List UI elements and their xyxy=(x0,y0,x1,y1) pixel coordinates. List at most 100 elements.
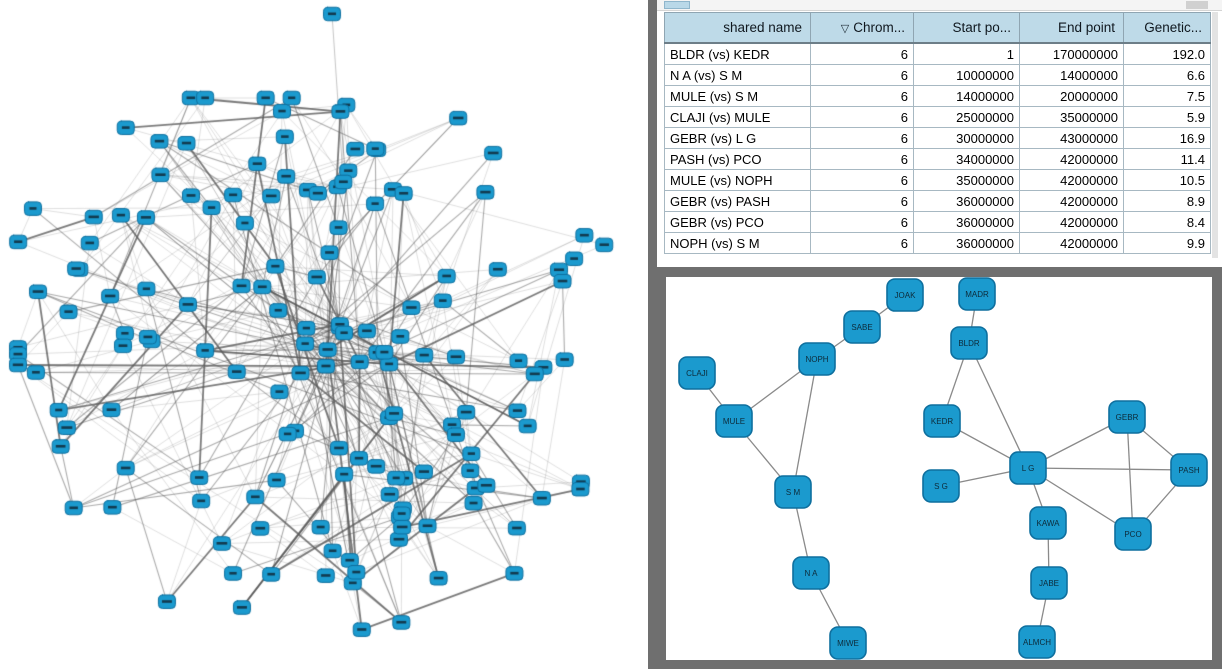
subnetwork-edge-BLDR-LG[interactable] xyxy=(968,342,1029,469)
table-cell[interactable]: 6 xyxy=(810,169,914,191)
table-cell[interactable]: CLAJI (vs) MULE xyxy=(664,106,811,128)
table-cell[interactable]: GEBR (vs) PASH xyxy=(664,190,811,212)
subnetwork-node-GEBR[interactable]: GEBR xyxy=(1108,400,1146,434)
table-cell[interactable]: MULE (vs) S M xyxy=(664,85,811,107)
table-horizontal-scrollbar[interactable] xyxy=(657,0,1222,11)
table-row[interactable]: BLDR (vs) KEDR 6 1 170000000 192.0 xyxy=(664,42,1211,65)
subnetwork-node-SM[interactable]: S M xyxy=(774,475,812,509)
table-cell[interactable]: 170000000 xyxy=(1019,42,1124,65)
table-cell[interactable]: 34000000 xyxy=(913,148,1020,170)
table-row[interactable]: GEBR (vs) PCO 6 36000000 42000000 8.4 xyxy=(664,211,1211,233)
subnetwork-node-SG[interactable]: S G xyxy=(922,469,960,503)
table-row[interactable]: N A (vs) S M 6 10000000 14000000 6.6 xyxy=(664,64,1211,86)
table-cell[interactable]: 16.9 xyxy=(1123,127,1211,149)
table-vertical-scrollbar[interactable] xyxy=(1212,12,1218,258)
table-row[interactable]: PASH (vs) PCO 6 34000000 42000000 11.4 xyxy=(664,148,1211,170)
table-cell[interactable]: 14000000 xyxy=(1019,64,1124,86)
table-cell[interactable]: 20000000 xyxy=(1019,85,1124,107)
column-header-chrom---[interactable]: ▽ Chrom... xyxy=(810,12,914,44)
table-cell[interactable]: 6 xyxy=(810,106,914,128)
subnetwork-node-LG[interactable]: L G xyxy=(1009,451,1047,485)
subnetwork-node-MULE[interactable]: MULE xyxy=(715,404,753,438)
table-row[interactable]: GEBR (vs) L G 6 30000000 43000000 16.9 xyxy=(664,127,1211,149)
table-cell[interactable]: 6 xyxy=(810,85,914,107)
table-cell[interactable]: NOPH (vs) S M xyxy=(664,232,811,254)
table-cell[interactable]: N A (vs) S M xyxy=(664,64,811,86)
column-header-genetic---[interactable]: Genetic... xyxy=(1123,12,1211,44)
horizontal-scrollbar-block[interactable] xyxy=(1186,1,1208,9)
subnetwork-node-NOPH[interactable]: NOPH xyxy=(798,342,836,376)
subnetwork-node-KEDR[interactable]: KEDR xyxy=(923,404,961,438)
node-shape xyxy=(774,475,812,509)
subnetwork-panel[interactable]: JOAK SABE NOPH CLAJI MULE MADR BLDR KEDR GEBR L G… xyxy=(666,277,1212,660)
table-row[interactable]: NOPH (vs) S M 6 36000000 42000000 9.9 xyxy=(664,232,1211,254)
table-cell[interactable]: 6 xyxy=(810,211,914,233)
subnetwork-node-SABE[interactable]: SABE xyxy=(843,310,881,344)
table-row[interactable]: MULE (vs) S M 6 14000000 20000000 7.5 xyxy=(664,85,1211,107)
table-cell[interactable]: 8.4 xyxy=(1123,211,1211,233)
table-row[interactable]: GEBR (vs) PASH 6 36000000 42000000 8.9 xyxy=(664,190,1211,212)
table-cell[interactable]: 25000000 xyxy=(913,106,1020,128)
table-cell[interactable]: 192.0 xyxy=(1123,42,1211,65)
subnetwork-node-NA[interactable]: N A xyxy=(792,556,830,590)
subnetwork-node-MIWE[interactable]: MIWE xyxy=(829,626,867,660)
table-cell[interactable]: 42000000 xyxy=(1019,169,1124,191)
subnetwork-edge-NOPH-SM[interactable] xyxy=(792,358,818,493)
subnetwork-node-JABE[interactable]: JABE xyxy=(1030,566,1068,600)
table-header: shared name ▽ Chrom... Start po... End point… xyxy=(664,12,1211,44)
table-cell[interactable]: 6 xyxy=(810,64,914,86)
table-cell[interactable]: GEBR (vs) PCO xyxy=(664,211,811,233)
table-cell[interactable]: 7.5 xyxy=(1123,85,1211,107)
table-cell[interactable]: MULE (vs) NOPH xyxy=(664,169,811,191)
table-cell[interactable]: 36000000 xyxy=(913,211,1020,233)
subnetwork-edge-GEBR-PCO[interactable] xyxy=(1126,416,1134,535)
table-row[interactable]: MULE (vs) NOPH 6 35000000 42000000 10.5 xyxy=(664,169,1211,191)
overview-network-canvas[interactable] xyxy=(0,0,648,669)
table-cell[interactable]: 43000000 xyxy=(1019,127,1124,149)
table-cell[interactable]: 35000000 xyxy=(913,169,1020,191)
table-cell[interactable]: 9.9 xyxy=(1123,232,1211,254)
table-cell[interactable]: 35000000 xyxy=(1019,106,1124,128)
table-cell[interactable]: 6.6 xyxy=(1123,64,1211,86)
table-cell[interactable]: 42000000 xyxy=(1019,190,1124,212)
node-label: PASH xyxy=(1178,466,1199,475)
table-cell[interactable]: BLDR (vs) KEDR xyxy=(664,42,811,65)
table-cell[interactable]: 14000000 xyxy=(913,85,1020,107)
table-cell[interactable]: 42000000 xyxy=(1019,232,1124,254)
horizontal-scrollbar-thumb[interactable] xyxy=(664,1,690,9)
subnetwork-edge-LG-PASH[interactable] xyxy=(1027,467,1190,471)
table-cell[interactable]: 30000000 xyxy=(913,127,1020,149)
subnetwork-node-PCO[interactable]: PCO xyxy=(1114,517,1152,551)
table-row[interactable]: CLAJI (vs) MULE 6 25000000 35000000 5.9 xyxy=(664,106,1211,128)
subnetwork-node-MADR[interactable]: MADR xyxy=(958,277,996,311)
subnetwork-node-CLAJI[interactable]: CLAJI xyxy=(678,356,716,390)
table-cell[interactable]: 1 xyxy=(913,42,1020,65)
table-cell[interactable]: 36000000 xyxy=(913,190,1020,212)
table-cell[interactable]: GEBR (vs) L G xyxy=(664,127,811,149)
table-cell[interactable]: 6 xyxy=(810,42,914,65)
subnetwork-node-KAWA[interactable]: KAWA xyxy=(1029,506,1067,540)
column-header-start-po---[interactable]: Start po... xyxy=(913,12,1020,44)
table-cell[interactable]: 42000000 xyxy=(1019,211,1124,233)
subnetwork-node-JOAK[interactable]: JOAK xyxy=(886,278,924,312)
table-cell[interactable]: 6 xyxy=(810,148,914,170)
overview-network-panel[interactable] xyxy=(0,0,648,669)
table-cell[interactable]: 8.9 xyxy=(1123,190,1211,212)
table-cell[interactable]: PASH (vs) PCO xyxy=(664,148,811,170)
table-cell[interactable]: 36000000 xyxy=(913,232,1020,254)
column-header-shared-name[interactable]: shared name xyxy=(664,12,811,44)
subnetwork-node-ALMCH[interactable]: ALMCH xyxy=(1018,625,1056,659)
table-cell[interactable]: 6 xyxy=(810,232,914,254)
table-cell[interactable]: 11.4 xyxy=(1123,148,1211,170)
table-cell[interactable]: 5.9 xyxy=(1123,106,1211,128)
table-cell[interactable]: 10.5 xyxy=(1123,169,1211,191)
table-cell[interactable]: 42000000 xyxy=(1019,148,1124,170)
table-cell[interactable]: 10000000 xyxy=(913,64,1020,86)
table-cell[interactable]: 6 xyxy=(810,190,914,212)
subnetwork-node-BLDR[interactable]: BLDR xyxy=(950,326,988,360)
subnetwork-node-PASH[interactable]: PASH xyxy=(1170,453,1208,487)
table-cell[interactable]: 6 xyxy=(810,127,914,149)
node-label: S M xyxy=(786,488,801,497)
subnetwork-graph[interactable]: JOAK SABE NOPH CLAJI MULE MADR BLDR KEDR GEBR L G… xyxy=(666,277,1212,660)
column-header-end-point[interactable]: End point xyxy=(1019,12,1124,44)
